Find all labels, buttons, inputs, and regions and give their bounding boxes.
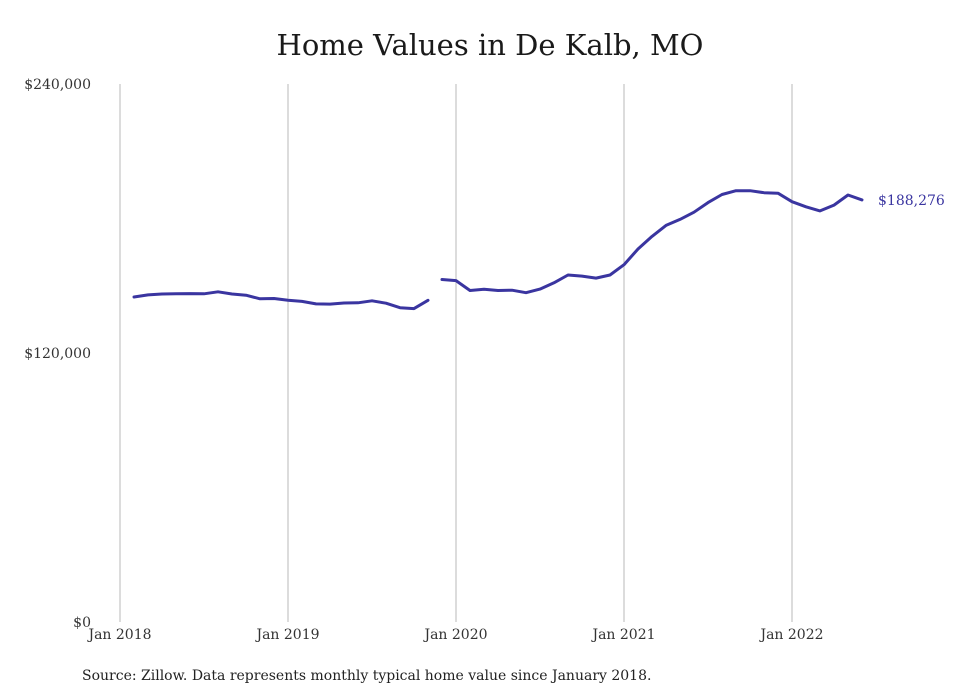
x-tick-label: Jan 2022 — [758, 627, 823, 643]
y-tick-label: $0 — [73, 615, 91, 631]
x-tick-label: Jan 2019 — [254, 627, 319, 643]
last-value-label: $188,276 — [878, 193, 945, 209]
y-tick-label: $120,000 — [24, 346, 91, 362]
chart-title: Home Values in De Kalb, MO — [276, 28, 704, 62]
y-axis-ticks: $240,000 $120,000 $0 — [24, 77, 91, 631]
series-lines — [132, 189, 864, 311]
x-tick-label: Jan 2021 — [590, 627, 655, 643]
x-axis-ticks: Jan 2018 Jan 2019 Jan 2020 Jan 2021 Jan 2022 — [86, 627, 823, 643]
x-tick-label: Jan 2020 — [422, 627, 487, 643]
x-tick-label: Jan 2018 — [86, 627, 151, 643]
y-tick-label: $240,000 — [24, 77, 91, 93]
series-line — [132, 290, 430, 311]
gridlines — [119, 84, 793, 622]
series-line — [440, 189, 864, 295]
source-note: Source: Zillow. Data represents monthly … — [82, 668, 652, 684]
